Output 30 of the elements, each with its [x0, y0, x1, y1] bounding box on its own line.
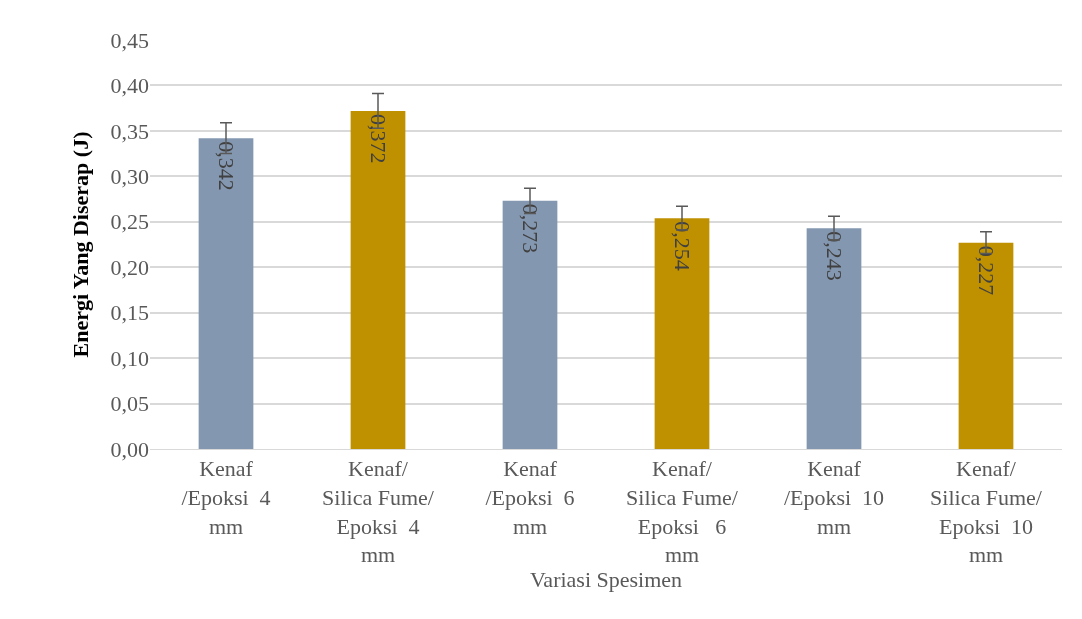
y-tick-label: 0,05 — [110, 391, 149, 417]
y-tick-label: 0,25 — [110, 209, 149, 235]
bar — [806, 228, 862, 449]
y-tick-label: 0,20 — [110, 254, 149, 280]
data-label: 0,342 — [213, 141, 239, 191]
x-tick-label: Kenaf/ Silica Fume/ Epoksi 4 mm — [322, 456, 435, 568]
data-label: 0,372 — [365, 113, 391, 164]
data-label: 0,243 — [821, 231, 847, 281]
bar — [350, 110, 406, 449]
y-axis-title: Energi Yang Diserap (J) — [68, 131, 94, 358]
y-tick-label: 0,00 — [110, 436, 149, 462]
bar — [198, 138, 254, 449]
y-tick-label: 0,35 — [110, 118, 149, 144]
y-tick-label: 0,15 — [110, 300, 149, 326]
y-tick-label: 0,45 — [110, 27, 149, 53]
x-tick-label: Kenaf /Epoksi 6 mm — [485, 456, 575, 539]
bar — [502, 200, 558, 449]
y-tick-label: 0,10 — [110, 345, 149, 371]
x-tick-label: Kenaf /Epoksi 4 mm — [181, 456, 271, 539]
data-label: 0,254 — [669, 221, 695, 271]
bar — [958, 242, 1014, 449]
bar — [654, 218, 710, 449]
x-axis-title: Variasi Spesimen — [529, 567, 683, 593]
y-tick-label: 0,30 — [110, 164, 149, 190]
x-tick-label: Kenaf/ Silica Fume/ Epoksi 6 mm — [626, 456, 739, 568]
data-label: 0,273 — [517, 203, 543, 254]
data-label: 0,227 — [973, 245, 999, 296]
y-tick-label: 0,40 — [110, 73, 149, 99]
x-tick-label: Kenaf/ Silica Fume/ Epoksi 10 mm — [930, 456, 1043, 568]
x-tick-label: Kenaf /Epoksi 10 mm — [783, 456, 885, 539]
